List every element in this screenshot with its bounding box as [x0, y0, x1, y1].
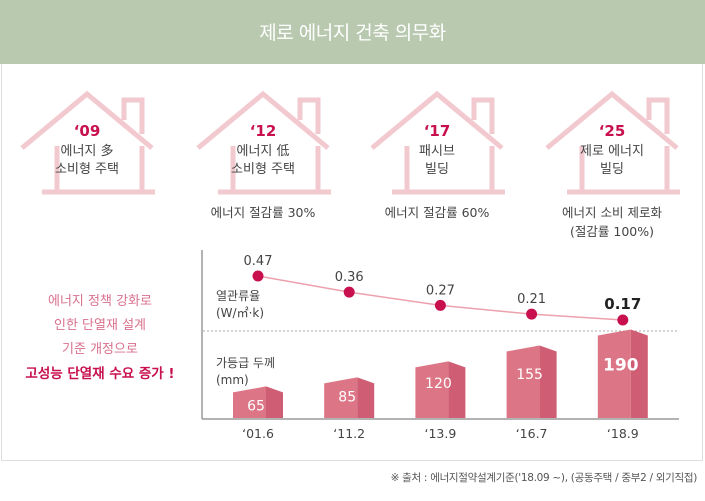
- line-value-label: 0.17: [604, 295, 641, 313]
- bar-front-face: [324, 377, 358, 418]
- house-label-line: 에너지 低: [236, 144, 290, 159]
- bar: 155: [506, 345, 557, 418]
- bar-value-label: 190: [603, 355, 639, 375]
- house-year: ‘17: [423, 122, 451, 140]
- x-tick-label: ‘13.9: [424, 426, 456, 441]
- bar: 65: [233, 386, 283, 418]
- lead-text: 에너지 정책 강화로 인한 단열재 설계 기준 개정으로 고성능 단열재 수요 …: [0, 290, 200, 386]
- bar-side-face: [448, 361, 466, 418]
- house-outline-icon: [370, 90, 505, 195]
- line-value-label: 0.47: [244, 254, 273, 269]
- page-title: 제로 에너지 건축 의무화: [259, 22, 446, 44]
- line-value-label: 0.27: [426, 283, 455, 298]
- lead-line: 기준 개정으로: [62, 342, 138, 357]
- house-caption-2025: 에너지 소비 제로화 (절감률 100%): [527, 203, 697, 241]
- house-label-line: 에너지 多: [60, 144, 114, 159]
- line-point: [617, 314, 629, 326]
- bar-series-name: 가등급 두께: [216, 356, 275, 370]
- house-year: ‘25: [598, 122, 626, 140]
- house-label-line: 소비형 주택: [231, 162, 295, 177]
- house-year: ‘09: [73, 122, 101, 140]
- source-footnote: ※ 출처 : 에너지절약설계기준('18.09 ~), (공동주택 / 중부2 …: [390, 472, 698, 484]
- insulation-chart: 열관류율 (W/㎡·k) 가등급 두께 (mm) 65 85 120 155 190 0…: [201, 250, 679, 441]
- house-2009: ‘09 에너지 多 소비형 주택: [12, 88, 162, 208]
- x-tick-label: ‘01.6: [242, 426, 274, 441]
- line-value-label: 0.36: [335, 270, 364, 285]
- bar: 85: [324, 377, 375, 418]
- house-outline-icon: [20, 90, 155, 195]
- x-tick-label: ‘18.9: [607, 426, 639, 441]
- header-banner: 제로 에너지 건축 의무화: [0, 0, 705, 64]
- bar-value-label: 85: [338, 389, 356, 405]
- x-tick-label: ‘16.7: [516, 426, 548, 441]
- house-outline-icon: [196, 90, 331, 195]
- line-series-unit: (W/㎡·k): [216, 306, 264, 320]
- house-label-line: 빌딩: [425, 162, 449, 177]
- house-label-line: 빌딩: [600, 162, 624, 177]
- bar-side-face: [539, 345, 557, 418]
- house-label-line: 제로 에너지: [580, 144, 644, 159]
- house-label: 제로 에너지 빌딩: [537, 143, 687, 179]
- house-label: 에너지 多 소비형 주택: [12, 143, 162, 179]
- bar-value-label: 65: [247, 398, 265, 414]
- bar: 120: [415, 361, 466, 418]
- bar-side-face: [357, 377, 375, 418]
- house-label: 에너지 低 소비형 주택: [188, 143, 338, 179]
- bar: 190: [597, 329, 648, 418]
- bar-side-face: [266, 386, 283, 418]
- bar-value-label: 120: [425, 376, 452, 392]
- bar-series-unit: (mm): [216, 373, 249, 387]
- house-label-line: 패시브: [419, 144, 455, 159]
- house-2017: ‘17 패시브 빌딩: [362, 88, 512, 208]
- caption-line: 에너지 절감률 30%: [210, 205, 316, 220]
- lead-highlight: 고성능 단열재 수요 증가 !: [25, 366, 175, 382]
- lead-line: 에너지 정책 강화로: [48, 294, 152, 309]
- bar-value-label: 155: [516, 367, 543, 383]
- x-tick-label: ‘11.2: [333, 426, 365, 441]
- house-outline-icon: [545, 90, 680, 195]
- bar-front-face: [597, 329, 631, 418]
- caption-line: (절감률 100%): [570, 224, 654, 239]
- caption-line: 에너지 소비 제로화: [562, 205, 662, 220]
- line-point: [434, 299, 446, 311]
- house-label: 패시브 빌딩: [362, 143, 512, 179]
- bar-front-face: [506, 345, 540, 418]
- house-label-line: 소비형 주택: [55, 162, 119, 177]
- line-series-name: 열관류율: [216, 289, 260, 303]
- line-point: [526, 308, 538, 320]
- house-year: ‘12: [249, 122, 277, 140]
- house-2012: ‘12 에너지 低 소비형 주택: [188, 88, 338, 208]
- bar-side-face: [630, 329, 648, 418]
- line-point: [343, 286, 355, 298]
- line-point: [252, 270, 264, 282]
- house-caption-2012: 에너지 절감률 30%: [178, 203, 348, 222]
- caption-line: 에너지 절감률 60%: [384, 205, 490, 220]
- line-value-label: 0.21: [517, 292, 546, 307]
- bar-front-face: [233, 386, 266, 418]
- bar-front-face: [415, 361, 449, 418]
- house-2025: ‘25 제로 에너지 빌딩: [537, 88, 687, 208]
- house-caption-2017: 에너지 절감률 60%: [352, 203, 522, 222]
- lead-line: 인한 단열재 설계: [54, 318, 146, 333]
